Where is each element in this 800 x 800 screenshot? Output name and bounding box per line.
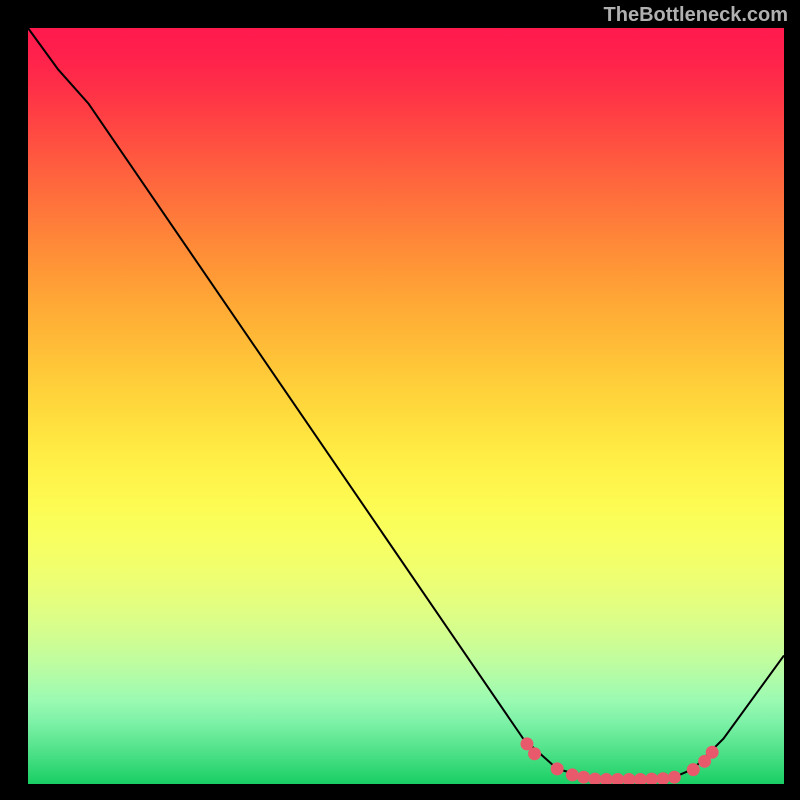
optimal-marker bbox=[600, 773, 613, 784]
optimal-marker bbox=[566, 768, 579, 781]
chart-container: TheBottleneck.com bbox=[0, 0, 800, 800]
optimal-marker bbox=[687, 763, 700, 776]
optimal-marker bbox=[551, 762, 564, 775]
optimal-marker bbox=[645, 773, 658, 784]
optimal-marker bbox=[634, 773, 647, 784]
optimal-range-markers bbox=[28, 28, 784, 784]
optimal-marker bbox=[657, 772, 670, 784]
optimal-marker bbox=[706, 746, 719, 759]
optimal-marker bbox=[668, 771, 681, 784]
optimal-marker bbox=[623, 773, 636, 784]
watermark-text: TheBottleneck.com bbox=[604, 4, 788, 27]
optimal-marker bbox=[589, 773, 602, 784]
optimal-marker bbox=[577, 771, 590, 784]
optimal-marker bbox=[528, 747, 541, 760]
plot-area bbox=[28, 28, 784, 784]
optimal-marker bbox=[611, 773, 624, 784]
